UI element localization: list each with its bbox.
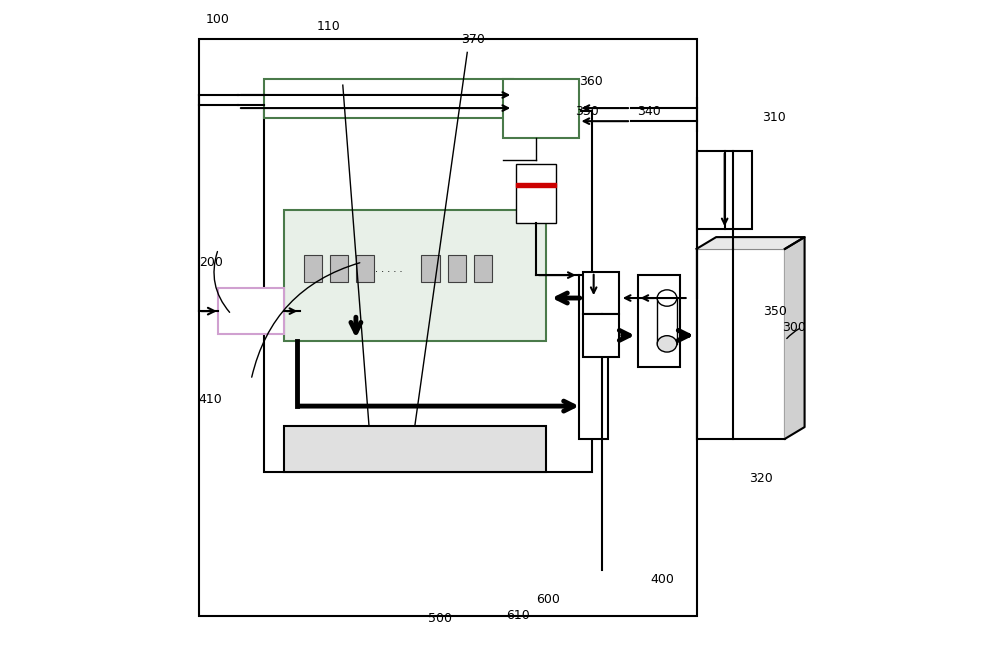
Text: 370: 370 [461,33,485,46]
Bar [583,272,619,314]
Polygon shape [785,237,805,439]
Text: 360: 360 [579,75,602,88]
Ellipse shape [657,335,677,352]
Bar [304,255,322,282]
Text: 310: 310 [762,111,786,124]
Text: 610: 610 [507,609,530,622]
Bar [448,255,466,282]
Text: 340: 340 [638,105,661,118]
Bar [657,298,677,344]
Bar [199,39,696,616]
Text: 410: 410 [199,393,222,406]
Bar [330,255,348,282]
Polygon shape [516,183,556,187]
Bar [356,255,374,282]
Text: 330: 330 [575,105,599,118]
Polygon shape [696,237,805,249]
Text: 400: 400 [651,573,675,586]
Text: 300: 300 [782,321,806,334]
Text: 110: 110 [317,20,340,33]
Bar [264,111,592,472]
Bar [218,288,284,334]
Text: 600: 600 [536,593,560,606]
Ellipse shape [657,290,677,307]
Text: 320: 320 [749,472,773,485]
Bar [638,275,680,367]
Bar [516,164,556,223]
Bar [696,151,752,229]
Bar [583,314,619,357]
Bar [421,255,440,282]
Text: 350: 350 [763,305,787,318]
Text: 100: 100 [205,13,229,26]
Bar [284,210,546,341]
Bar [474,255,492,282]
Bar [264,79,513,118]
Bar [579,275,608,439]
Text: 500: 500 [428,612,452,626]
Bar [503,79,579,138]
Text: 200: 200 [199,255,223,269]
Bar [696,249,785,439]
Bar [284,426,546,472]
Text: · · · · ·: · · · · · [375,267,402,277]
